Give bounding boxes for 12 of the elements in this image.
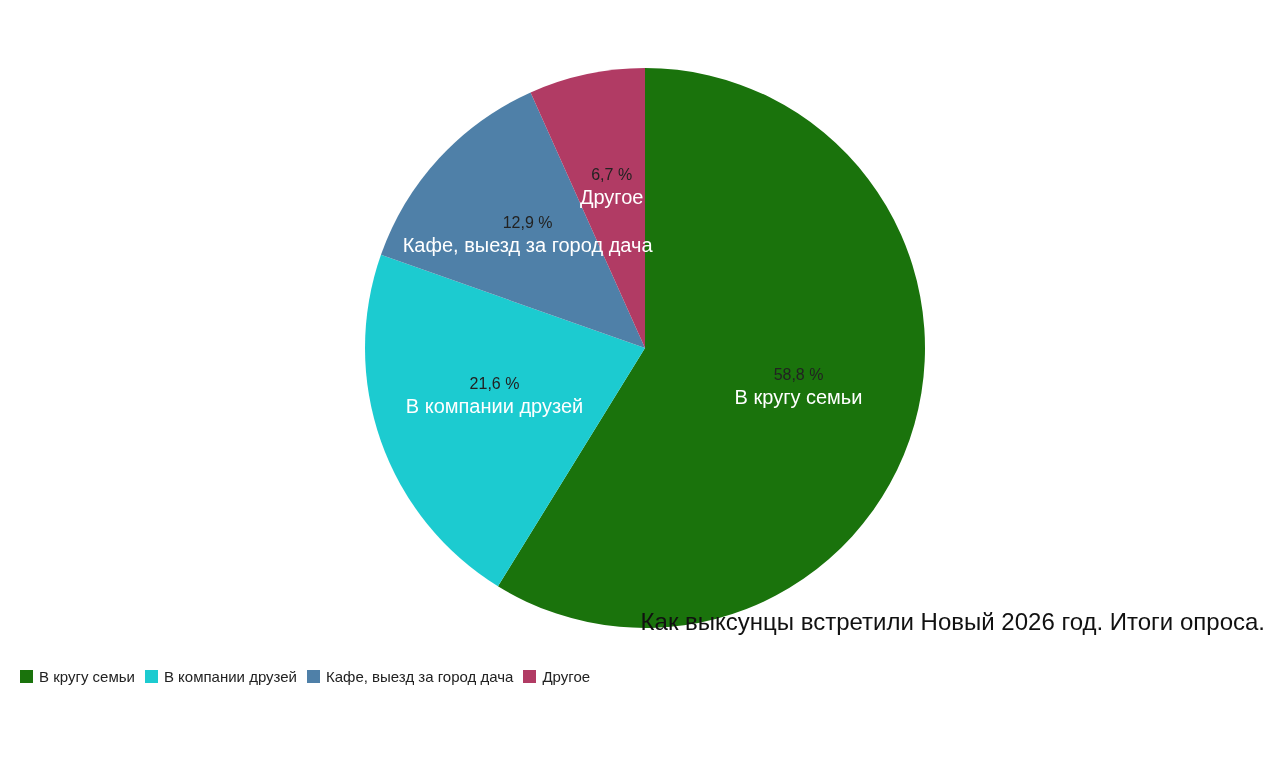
legend-label: Другое bbox=[542, 668, 591, 685]
legend-label: Кафе, выезд за город дача bbox=[326, 668, 514, 685]
slice-label: В кругу семьи bbox=[734, 385, 863, 408]
data-label: 58,8 % bbox=[773, 365, 824, 383]
pie-slice bbox=[365, 254, 645, 587]
legend-label: В компании друзей bbox=[163, 668, 297, 685]
slice-label: Другое bbox=[579, 185, 644, 208]
data-label: 12,9 % bbox=[502, 213, 553, 231]
data-label: 6,7 % bbox=[591, 165, 633, 183]
slice-label: В компании друзей bbox=[405, 395, 584, 418]
legend-label: В кругу семьи bbox=[39, 668, 135, 685]
data-label: 21,6 % bbox=[469, 375, 520, 393]
